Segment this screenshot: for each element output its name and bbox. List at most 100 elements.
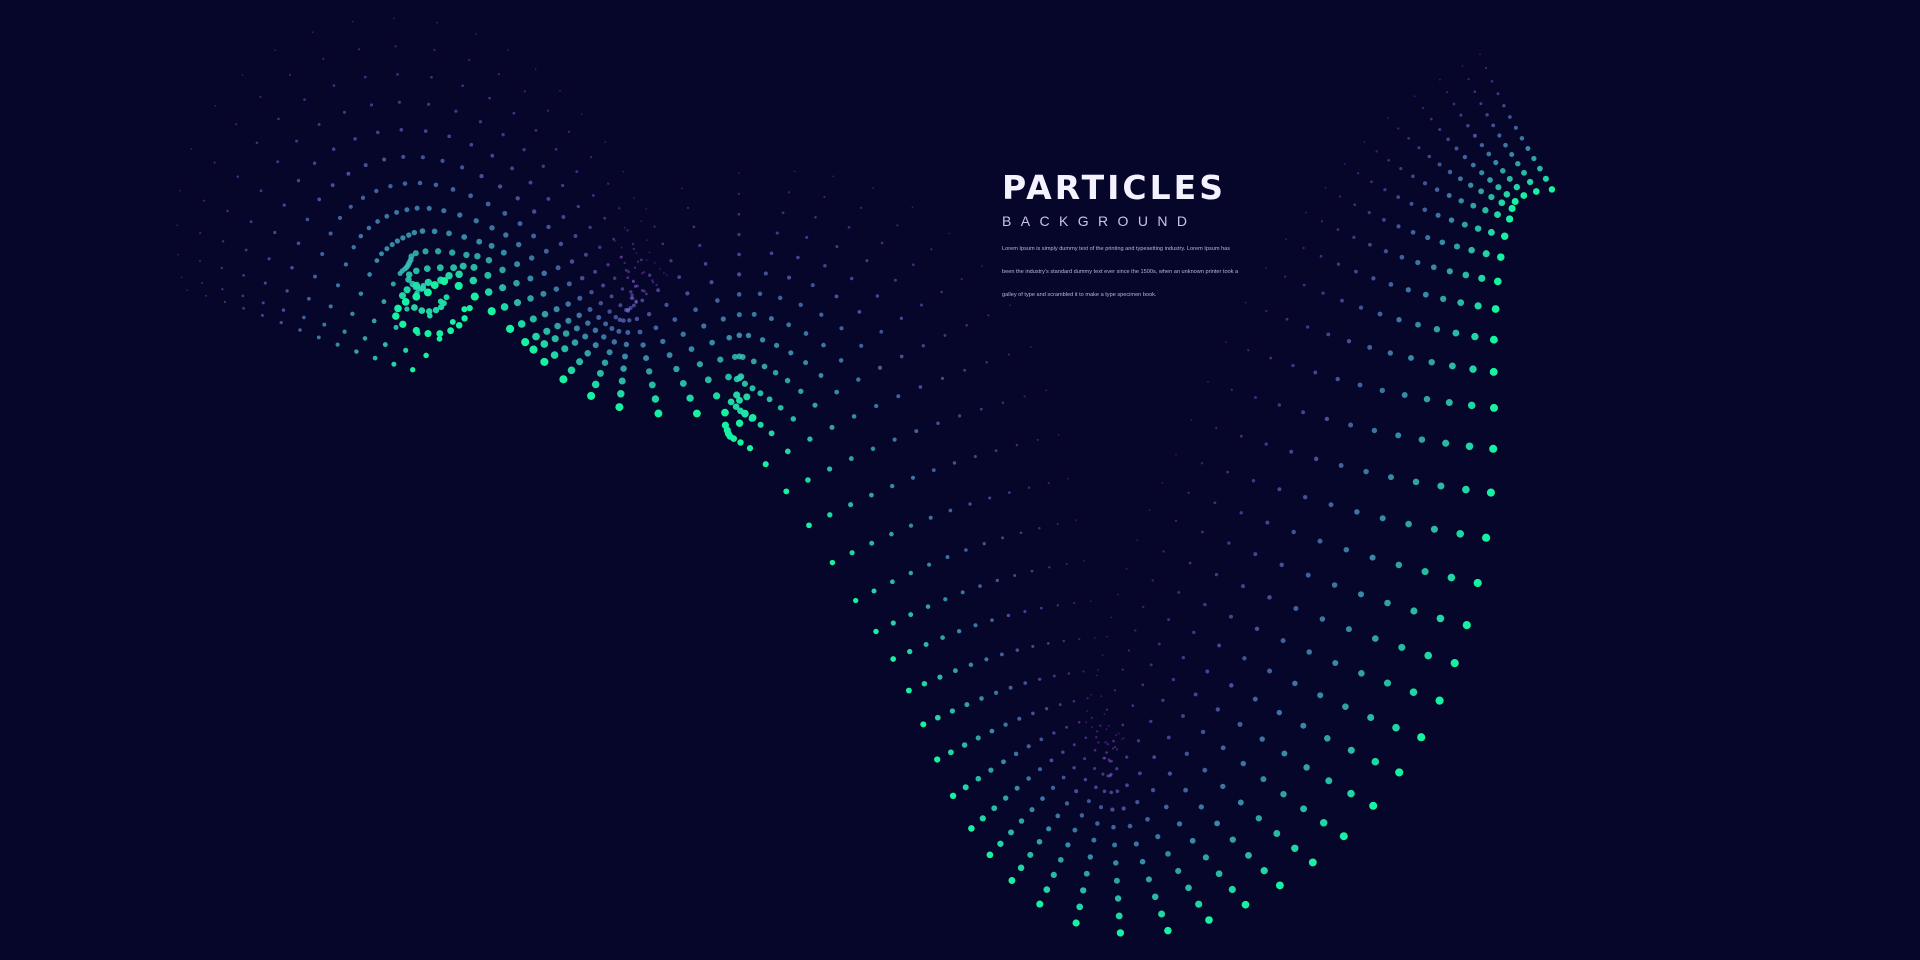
particle-dot bbox=[925, 604, 931, 609]
particle-dot bbox=[961, 742, 968, 748]
particle-dot bbox=[455, 321, 463, 329]
particle-dot bbox=[623, 226, 626, 229]
particle-dot bbox=[461, 84, 464, 88]
particle-dot bbox=[433, 48, 436, 52]
particle-dot bbox=[394, 209, 400, 215]
particle-dot bbox=[620, 287, 625, 291]
particle-dot bbox=[1139, 858, 1146, 865]
particle-dot bbox=[908, 570, 914, 576]
particle-dot bbox=[335, 283, 341, 288]
particle-dot bbox=[1141, 683, 1145, 687]
particle-dot bbox=[1050, 785, 1056, 790]
particle-dot bbox=[1482, 207, 1489, 214]
particle-dot bbox=[648, 381, 656, 389]
particle-dot bbox=[612, 237, 616, 241]
particle-dot bbox=[962, 784, 969, 791]
particle-dot bbox=[1105, 751, 1108, 754]
particle-dot bbox=[1367, 713, 1375, 722]
particle-dot bbox=[632, 280, 635, 284]
particle-dot bbox=[1052, 674, 1056, 678]
particle-dot bbox=[1427, 154, 1432, 159]
particle-dot bbox=[680, 331, 686, 337]
particle-dot bbox=[834, 389, 840, 395]
particle-dot bbox=[1462, 154, 1468, 160]
particle-dot bbox=[1200, 729, 1206, 735]
particle-dot bbox=[603, 216, 607, 220]
particle-dot bbox=[775, 231, 779, 235]
particle-dot bbox=[1014, 785, 1020, 791]
particle-dot bbox=[565, 317, 572, 324]
particle-dot bbox=[1450, 659, 1459, 668]
particle-dot bbox=[623, 341, 630, 348]
particle-dot bbox=[529, 315, 537, 323]
particle-dot bbox=[1532, 188, 1540, 195]
particle-dot bbox=[1082, 670, 1085, 673]
particle-dot bbox=[1498, 199, 1506, 207]
particle-dot bbox=[1442, 439, 1450, 447]
particle-dot bbox=[1193, 692, 1198, 697]
particle-dot bbox=[737, 439, 744, 446]
particle-dot bbox=[625, 330, 631, 335]
particle-dot bbox=[1500, 168, 1506, 174]
particle-dot bbox=[1107, 724, 1110, 727]
particle-dot bbox=[613, 314, 619, 320]
particle-dot bbox=[651, 281, 655, 284]
particle-dot bbox=[1503, 191, 1511, 198]
particle-dot bbox=[561, 215, 566, 219]
particle-dot bbox=[717, 356, 724, 363]
particle-dot bbox=[461, 234, 468, 240]
particle-dot bbox=[879, 329, 884, 334]
particle-dot bbox=[1073, 602, 1076, 605]
particle-dot bbox=[749, 385, 756, 392]
particle-dot bbox=[1352, 235, 1356, 240]
particle-dot bbox=[1181, 655, 1185, 660]
particle-dot bbox=[466, 304, 473, 312]
particle-dot bbox=[1229, 836, 1236, 843]
particle-dot bbox=[379, 251, 384, 257]
particle-dot bbox=[620, 255, 623, 258]
particle-dot bbox=[1123, 737, 1125, 739]
particle-dot bbox=[1346, 339, 1352, 344]
particle-dot bbox=[927, 562, 932, 567]
particle-dot bbox=[1162, 550, 1165, 553]
particle-dot bbox=[1239, 434, 1243, 438]
particle-dot bbox=[654, 409, 663, 418]
particle-dot bbox=[470, 263, 478, 271]
particle-dot bbox=[381, 299, 387, 305]
particle-dot bbox=[1335, 376, 1340, 382]
particle-dot bbox=[688, 346, 695, 352]
particle-dot bbox=[634, 299, 638, 303]
particle-dot bbox=[1397, 127, 1400, 130]
particle-dot bbox=[1292, 680, 1298, 687]
particle-dot bbox=[1237, 799, 1244, 806]
particle-dot bbox=[1422, 291, 1429, 298]
particle-dot bbox=[371, 318, 377, 324]
particle-dot bbox=[761, 363, 768, 370]
particle-dot bbox=[1465, 442, 1474, 451]
particle-dot bbox=[580, 113, 583, 115]
particle-dot bbox=[241, 294, 245, 298]
particle-dot bbox=[1340, 298, 1344, 303]
particle-dot bbox=[743, 393, 751, 401]
particle-dot bbox=[806, 522, 812, 529]
particle-dot bbox=[1412, 478, 1420, 486]
particle-dot bbox=[1313, 456, 1319, 462]
particle-dot bbox=[1085, 721, 1087, 724]
particle-dot bbox=[1328, 502, 1334, 508]
particle-dot bbox=[936, 421, 940, 425]
particle-dot bbox=[455, 270, 463, 279]
particle-dot bbox=[736, 292, 742, 297]
particle-dot bbox=[1478, 274, 1486, 282]
particle-dot bbox=[399, 320, 407, 328]
particle-dot bbox=[940, 290, 943, 294]
particle-dot bbox=[1260, 776, 1267, 783]
particle-dot bbox=[984, 657, 989, 662]
particle-dot bbox=[1489, 367, 1498, 376]
particle-dot bbox=[459, 165, 465, 170]
particle-dot bbox=[499, 266, 506, 274]
particle-dot bbox=[348, 204, 353, 209]
particle-dot bbox=[920, 721, 927, 728]
particle-dot bbox=[259, 95, 262, 98]
particle-dot bbox=[823, 195, 826, 199]
particle-dot bbox=[709, 280, 714, 285]
